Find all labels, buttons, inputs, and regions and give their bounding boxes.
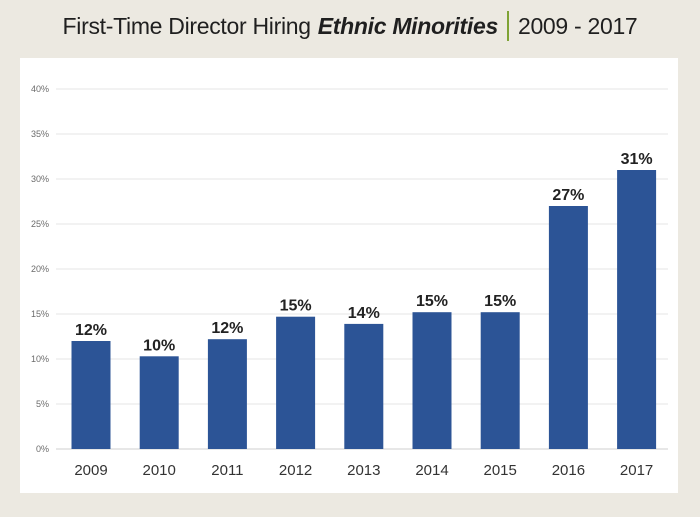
data-label: 27% <box>552 187 584 204</box>
y-tick-label: 5% <box>36 399 49 409</box>
bar <box>276 316 316 449</box>
y-tick-label: 25% <box>31 219 49 229</box>
x-tick-label: 2015 <box>484 462 517 479</box>
data-label: 12% <box>211 320 243 337</box>
x-tick-label: 2010 <box>143 462 176 479</box>
y-tick-label: 10% <box>31 354 49 364</box>
bar <box>617 170 657 449</box>
data-label: 15% <box>484 293 516 310</box>
x-tick-label: 2014 <box>415 462 448 479</box>
y-tick-label: 35% <box>31 129 49 139</box>
data-label: 14% <box>348 305 380 322</box>
data-label: 15% <box>280 298 312 315</box>
title-separator <box>506 11 509 41</box>
y-tick-label: 40% <box>31 84 49 94</box>
y-tick-label: 15% <box>31 309 49 319</box>
x-tick-label: 2013 <box>347 462 380 479</box>
title-emphasis: Ethnic Minorities <box>317 12 499 39</box>
bar <box>412 312 452 449</box>
x-tick-label: 2009 <box>74 462 107 479</box>
x-tick-label: 2016 <box>552 462 585 479</box>
bar <box>71 341 111 449</box>
x-tick-label: 2017 <box>620 462 653 479</box>
data-label: 10% <box>143 337 175 354</box>
bar <box>548 206 588 449</box>
chart-title: First-Time Director Hiring Ethnic Minori… <box>0 0 700 52</box>
data-label: 12% <box>75 322 107 339</box>
x-tick-label: 2012 <box>279 462 312 479</box>
data-label: 15% <box>416 293 448 310</box>
bar <box>207 339 247 449</box>
y-tick-label: 0% <box>36 444 49 454</box>
y-tick-label: 20% <box>31 264 49 274</box>
x-tick-label: 2011 <box>211 462 243 479</box>
bar <box>344 323 384 449</box>
title-main: First-Time Director Hiring <box>62 12 312 39</box>
bar <box>139 356 179 449</box>
data-label: 31% <box>621 151 653 168</box>
bar <box>480 312 520 449</box>
y-tick-label: 30% <box>31 174 49 184</box>
title-years: 2009 - 2017 <box>517 12 638 39</box>
